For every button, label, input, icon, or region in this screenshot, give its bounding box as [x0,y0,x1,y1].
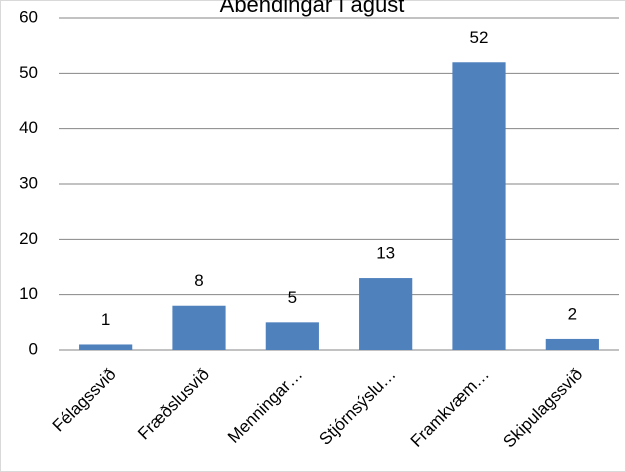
bar [172,305,226,350]
bar [79,344,133,350]
bar [265,322,319,350]
y-tick-label: 20 [19,229,38,248]
y-tick-label: 30 [19,173,38,192]
data-label: 2 [568,304,577,323]
data-label: 13 [376,244,395,263]
y-tick-label: 40 [19,118,38,137]
bar [359,278,413,350]
data-label: 8 [194,271,203,290]
y-tick-label: 0 [29,339,38,358]
data-label: 1 [101,310,110,329]
y-tick-label: 10 [19,284,38,303]
y-tick-label: 50 [19,63,38,82]
bar [545,338,599,350]
chart-title: Ábendingar í ágúst [220,0,405,17]
bar [452,62,506,351]
data-label: 52 [470,28,489,47]
data-label: 5 [288,288,297,307]
y-tick-label: 60 [19,7,38,26]
